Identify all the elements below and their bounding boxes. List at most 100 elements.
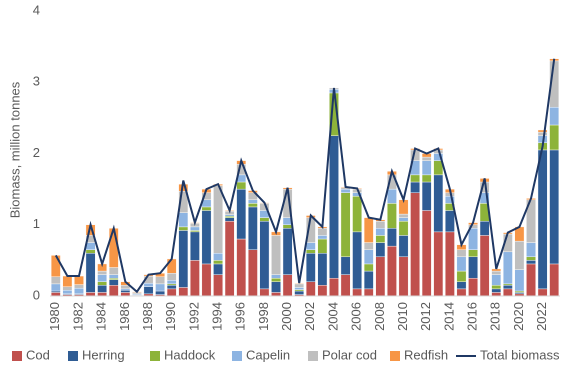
bar-segment: [282, 274, 293, 297]
bar-segment: [549, 263, 560, 297]
y-axis-label: Biomass, million tonnes: [7, 81, 22, 218]
bar-segment: [271, 274, 281, 279]
bar-segment: [213, 253, 223, 261]
bar-segment: [85, 292, 96, 297]
bar-segment: [317, 228, 328, 236]
bar-segment: [375, 242, 386, 258]
x-tick-label: 1980: [47, 302, 62, 331]
bar-segment: [271, 292, 281, 297]
x-tick-label: 1992: [186, 302, 201, 331]
bar-segment: [421, 210, 432, 297]
bar-segment: [282, 224, 293, 229]
bar-segment: [375, 228, 386, 236]
bar-segment: [305, 249, 316, 254]
x-tick-label: 2022: [534, 302, 549, 331]
bar-segment: [236, 238, 247, 297]
bar-segment: [479, 235, 490, 297]
bar-segment: [62, 286, 73, 291]
bar-segment: [468, 249, 478, 258]
bar-segment: [224, 214, 235, 217]
bar-segment: [259, 220, 270, 290]
bar-segment: [503, 251, 513, 285]
x-tick-label: 2002: [302, 302, 317, 331]
bar-segment: [213, 274, 223, 297]
bar-segment: [398, 213, 409, 218]
x-tick-label: 2000: [279, 302, 294, 331]
bar-segment: [352, 288, 362, 297]
bar-segment: [62, 290, 73, 295]
bar-segment: [491, 270, 502, 275]
bar-segment: [108, 277, 119, 280]
bar-segment: [248, 249, 258, 297]
bar-segment: [120, 290, 131, 293]
bar-segment: [50, 292, 61, 297]
bar-segment: [479, 220, 490, 236]
bar-segment: [294, 287, 305, 290]
bar-segment: [514, 240, 525, 270]
bar-segment: [363, 263, 374, 272]
bar-segment: [537, 129, 548, 133]
bar-segment: [178, 287, 189, 297]
bar-segment: [468, 277, 478, 297]
bar-segment: [201, 210, 212, 265]
bar-segment: [329, 277, 339, 297]
bar-segment: [456, 281, 467, 290]
bar-segment: [398, 235, 409, 258]
x-tick-label: 1988: [140, 302, 155, 331]
bar-segment: [352, 231, 362, 290]
bar-segment: [549, 149, 560, 265]
legend-label: Cod: [26, 347, 50, 362]
bar-segment: [410, 174, 420, 183]
bar-segment: [85, 249, 96, 254]
bar-segment: [398, 256, 409, 297]
bar-segment: [363, 217, 374, 243]
bar-segment: [74, 287, 84, 295]
bar-segment: [248, 199, 258, 204]
bar-segment: [166, 280, 177, 285]
bar-segment: [224, 215, 235, 218]
bar-segment: [190, 260, 200, 297]
bar-segment: [190, 230, 200, 233]
bar-segment: [537, 131, 548, 136]
legend-label: Polar cod: [322, 347, 377, 362]
bar-segment: [271, 281, 281, 293]
bar-segment: [85, 253, 96, 293]
bar-segment: [387, 228, 397, 247]
bar-segment: [178, 212, 189, 228]
bar-segment: [491, 274, 502, 286]
bar-segment: [178, 226, 189, 231]
bar-segment: [363, 270, 374, 290]
bar-segment: [317, 253, 328, 286]
bar-segment: [155, 283, 165, 292]
legend-swatch: [150, 351, 160, 361]
bar-segment: [537, 149, 548, 290]
bar-segment: [526, 256, 536, 261]
bar-segment: [503, 283, 513, 286]
bar-segment: [190, 226, 200, 231]
bar-segment: [108, 267, 119, 275]
bar-segment: [433, 231, 444, 297]
bar-segment: [143, 282, 154, 287]
bar-segment: [398, 220, 409, 236]
bar-segment: [445, 231, 455, 297]
bar-segment: [108, 274, 119, 279]
bar-segment: [108, 285, 119, 297]
legend-label: Capelin: [246, 347, 290, 362]
y-tick-label: 4: [33, 2, 40, 17]
bar-segment: [178, 230, 189, 288]
bar-segment: [305, 253, 316, 282]
bar-segment: [213, 263, 223, 275]
x-tick-label: 1994: [210, 302, 225, 331]
bar-segment: [166, 258, 177, 274]
bar-segment: [491, 292, 502, 297]
bar-segment: [259, 288, 270, 297]
bar-segment: [514, 292, 525, 295]
bar-segment: [213, 260, 223, 265]
bar-segment: [259, 217, 270, 222]
legend-label: Redfish: [404, 347, 448, 362]
bar-segment: [514, 290, 525, 293]
bar-segment: [213, 185, 223, 254]
bar-segment: [201, 263, 212, 297]
x-tick-label: 1984: [94, 302, 109, 331]
legend-swatch: [308, 351, 318, 361]
